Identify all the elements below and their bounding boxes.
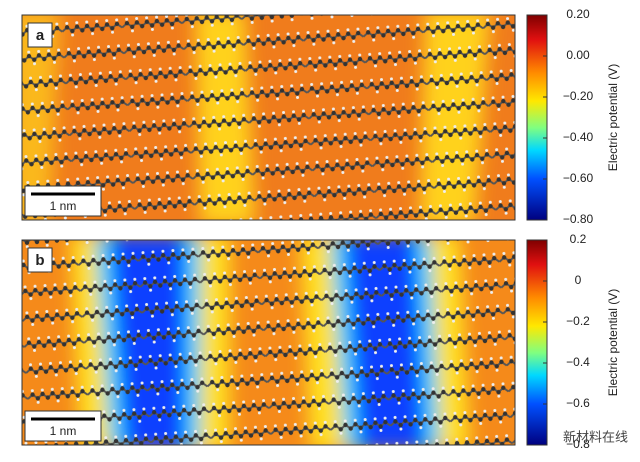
colorbar bbox=[526, 14, 548, 221]
colorbar-tick-label: 0 bbox=[575, 273, 582, 287]
potential-map-a bbox=[22, 15, 515, 220]
scale-bar-label: 1 nm bbox=[50, 199, 77, 213]
colorbar-tick-label: −0.4 bbox=[566, 355, 590, 369]
colorbar-label: Electric potential (V) bbox=[606, 64, 620, 171]
colorbar-tick-label: −0.6 bbox=[566, 396, 590, 410]
map-frame bbox=[21, 14, 516, 221]
colorbar-tick-label: −0.8 bbox=[566, 437, 590, 451]
panel-label-box bbox=[27, 22, 53, 48]
colorbar-tick-label: −0.40 bbox=[563, 130, 594, 144]
panel-label: a bbox=[36, 27, 45, 44]
potential-map-b bbox=[22, 240, 515, 445]
colorbar-tick-label: −0.2 bbox=[566, 314, 590, 328]
colorbar-tick-label: 0.20 bbox=[566, 7, 590, 21]
colorbar-tick-label: 0.00 bbox=[566, 48, 590, 62]
colorbar-label: Electric potential (V) bbox=[606, 289, 620, 396]
scale-bar-box bbox=[24, 185, 102, 217]
scale-bar-box bbox=[24, 410, 102, 442]
colorbar bbox=[526, 239, 548, 446]
scale-bar-label: 1 nm bbox=[50, 424, 77, 438]
panel-label-box bbox=[27, 247, 53, 273]
watermark: 新材料在线 bbox=[563, 429, 628, 444]
colorbar-tick-label: −0.60 bbox=[563, 171, 594, 185]
map-frame bbox=[21, 239, 516, 446]
colorbar-tick-label: −0.20 bbox=[563, 89, 594, 103]
panel-label: b bbox=[35, 252, 44, 269]
colorbar-tick-label: −0.80 bbox=[563, 212, 594, 226]
colorbar-tick-label: 0.2 bbox=[570, 232, 587, 246]
